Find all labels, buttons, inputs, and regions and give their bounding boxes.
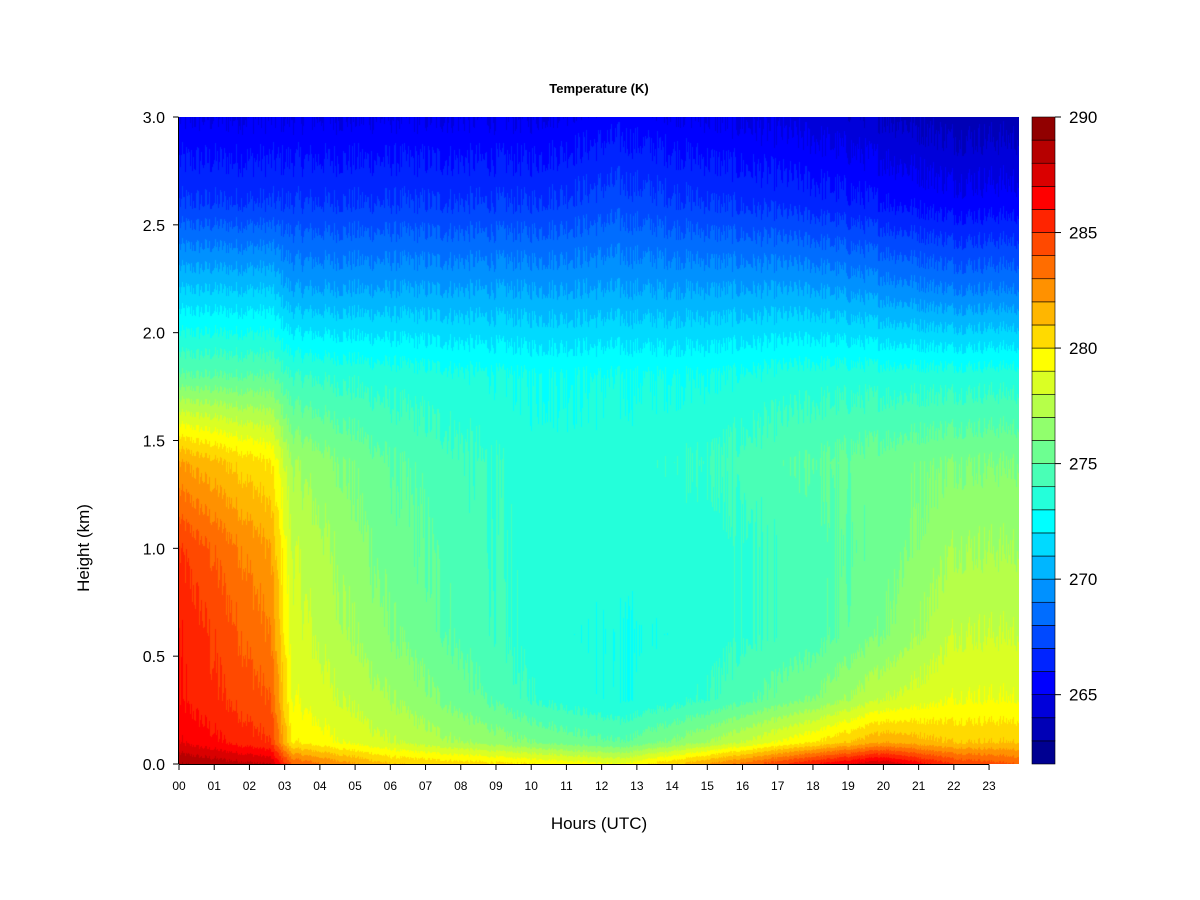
colorbar-segment [1031, 324, 1056, 349]
colorbar-segment [1031, 301, 1056, 326]
colorbar-tick-label: 265 [1069, 686, 1097, 705]
colorbar-segment [1031, 648, 1056, 672]
colorbar-segment [1031, 139, 1056, 164]
x-tick-label: 16 [736, 779, 750, 793]
x-tick-label: 01 [208, 779, 222, 793]
colorbar: 265 270 275 280 285 290 [1031, 108, 1097, 765]
x-tick-label: 23 [982, 779, 996, 793]
x-tick-label: 21 [912, 779, 926, 793]
colorbar-tick-label: 270 [1069, 570, 1097, 589]
heatmap-cells [179, 117, 1019, 764]
x-tick-label: 20 [877, 779, 891, 793]
y-tick-label: 0.0 [143, 757, 165, 774]
x-tick-label: 11 [560, 779, 573, 793]
x-tick-label: 17 [771, 779, 785, 793]
colorbar-segment [1031, 578, 1056, 603]
x-tick-label: 05 [348, 779, 362, 793]
x-tick-label: 08 [454, 779, 468, 793]
colorbar-segment [1031, 740, 1056, 765]
x-tick-label: 13 [630, 779, 644, 793]
x-tick-label: 14 [665, 779, 679, 793]
y-axis: 0.0 0.5 1.0 1.5 2.0 2.5 3.0 [143, 110, 179, 774]
colorbar-tick-label: 285 [1069, 224, 1097, 243]
colorbar-tick-label: 275 [1069, 455, 1097, 474]
colorbar-segment [1031, 232, 1056, 256]
x-axis-label: Hours (UTC) [551, 814, 647, 833]
x-tick-label: 19 [842, 779, 856, 793]
x-tick-label: 03 [278, 779, 292, 793]
colorbar-segment [1031, 186, 1056, 210]
colorbar-tick-label: 280 [1069, 339, 1097, 358]
y-tick-label: 0.5 [143, 649, 165, 666]
x-tick-label: 06 [384, 779, 398, 793]
colorbar-segment [1031, 162, 1056, 187]
colorbar-segment [1031, 370, 1056, 395]
colorbar-segment [1031, 555, 1056, 580]
x-tick-label: 22 [947, 779, 961, 793]
y-tick-label: 2.0 [143, 326, 165, 343]
colorbar-tick-label: 290 [1069, 108, 1097, 127]
y-tick-label: 2.5 [143, 218, 165, 235]
chart-title: Temperature (K) [549, 81, 648, 96]
x-tick-label: 07 [419, 779, 433, 793]
colorbar-segment [1031, 486, 1056, 511]
colorbar-segment [1031, 255, 1056, 280]
x-tick-label: 15 [701, 779, 715, 793]
colorbar-segment [1031, 532, 1056, 557]
y-axis-label: Height (km) [74, 504, 93, 592]
colorbar-segment [1031, 393, 1056, 418]
y-tick-label: 3.0 [143, 110, 165, 127]
y-tick-label: 1.5 [143, 434, 165, 451]
x-tick-label: 04 [313, 779, 327, 793]
x-axis: 00 01 02 03 04 05 06 07 08 09 10 11 12 13 14 15 16 17 18 19… [172, 764, 996, 793]
colorbar-segment [1031, 601, 1056, 626]
x-tick-label: 02 [243, 779, 257, 793]
x-tick-label: 18 [806, 779, 820, 793]
colorbar-segment [1031, 717, 1056, 742]
x-tick-label: 00 [172, 779, 186, 793]
colorbar-segment [1031, 509, 1056, 534]
x-tick-label: 10 [525, 779, 539, 793]
colorbar-segment [1031, 625, 1056, 649]
x-tick-label: 09 [489, 779, 503, 793]
colorbar-segment [1031, 694, 1056, 719]
colorbar-segment [1031, 440, 1056, 464]
colorbar-segment [1031, 347, 1056, 372]
colorbar-segment [1031, 671, 1056, 695]
colorbar-segment [1031, 116, 1056, 141]
colorbar-segment [1031, 417, 1056, 441]
y-tick-label: 1.0 [143, 541, 165, 558]
heatmap-plot-area [179, 117, 1019, 764]
colorbar-segment [1031, 463, 1056, 488]
colorbar-segment [1031, 209, 1056, 233]
colorbar-segment [1031, 278, 1056, 303]
x-tick-label: 12 [595, 779, 609, 793]
